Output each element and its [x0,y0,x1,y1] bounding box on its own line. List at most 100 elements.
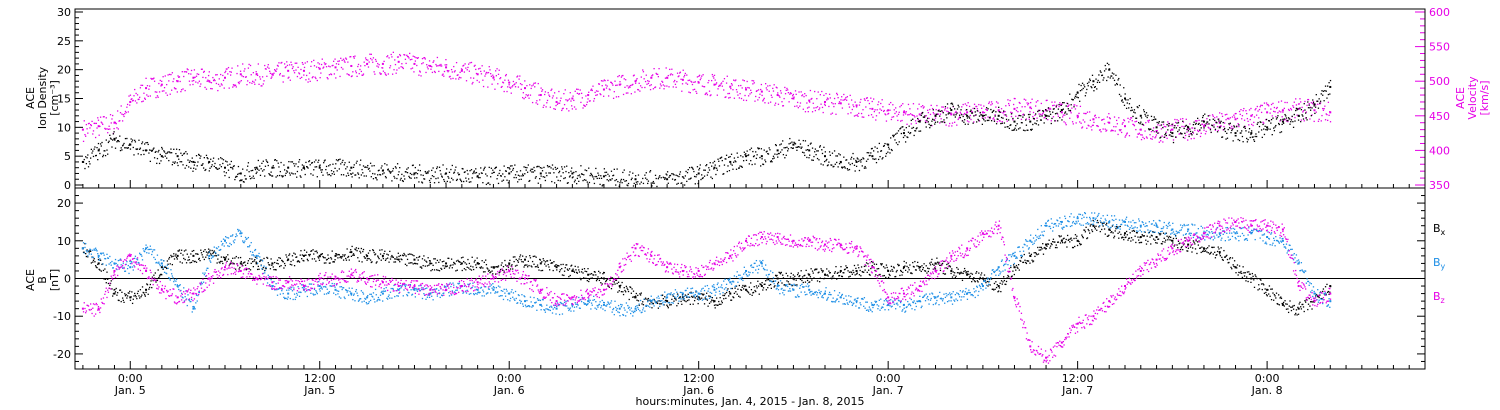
density-sample [765,151,768,153]
density-sample [899,128,901,130]
velocity-sample [408,57,410,59]
bx-sample [202,256,204,258]
density-sample [1039,119,1042,121]
density-sample [585,169,588,172]
density-sample [915,128,917,130]
velocity-sample [1262,121,1264,123]
density-sample [1044,114,1046,116]
velocity-sample [706,92,708,94]
velocity-sample [428,60,431,62]
density-sample [129,148,132,150]
bx-sample [636,299,638,301]
velocity-sample [1162,141,1164,143]
velocity-sample [195,81,197,83]
density-sample [96,146,98,149]
bx-sample [106,271,108,273]
density-sample [951,103,954,105]
density-point [824,155,826,158]
bx-sample [413,255,415,257]
density-sample [1244,127,1246,130]
velocity-sample [623,78,625,80]
bx-sample [649,303,651,305]
velocity-sample [929,108,931,111]
bx-sample [94,265,97,267]
density-sample [657,178,660,180]
density-sample [887,146,890,148]
bx-sample [578,269,580,271]
density-sample [794,143,797,145]
density-sample [433,175,435,178]
density-sample [567,182,569,184]
density-sample [542,176,544,178]
velocity-sample [82,140,85,143]
velocity-sample [1080,122,1082,124]
velocity-sample [1228,124,1231,126]
velocity-sample [83,120,85,122]
velocity-sample [1317,103,1319,105]
density-sample [500,175,502,177]
bx-sample [576,272,579,274]
bx-sample [582,272,584,274]
density-sample [335,163,337,165]
velocity-sample [566,100,569,102]
velocity-sample [459,71,461,73]
bx-sample [159,274,161,276]
velocity-sample [1024,106,1026,108]
velocity-sample [1161,135,1163,137]
velocity-sample [1027,102,1030,105]
density-sample [865,167,867,169]
velocity-sample [785,89,787,91]
density-sample [1214,119,1216,122]
density-sample [1267,128,1269,130]
density-sample [1233,125,1235,127]
density-sample [1231,129,1233,132]
velocity-sample [495,70,497,72]
density-sample [97,158,99,161]
bx-sample [198,258,200,260]
bx-point [413,258,416,261]
velocity-sample [225,68,228,70]
velocity-sample [173,78,175,80]
bx-sample [659,303,661,305]
density-sample [912,126,915,129]
bx-sample [629,286,631,288]
bx-sample [470,265,472,267]
bx-sample [713,304,716,306]
density-sample [966,108,968,111]
bx-sample [655,301,657,303]
density-sample [364,166,366,168]
density-sample [1001,122,1003,124]
density-sample [1243,125,1246,128]
velocity-tick-label: 600 [1429,6,1450,19]
bx-sample [179,261,181,263]
density-sample [233,165,235,167]
density-sample [183,152,186,154]
density-sample [162,156,164,158]
bx-sample [527,260,529,262]
velocity-sample [983,111,986,114]
bx-sample [526,266,529,268]
velocity-sample [139,87,142,89]
density-sample [967,123,969,125]
density-sample [627,184,629,187]
velocity-sample [259,78,262,80]
density-sample [809,154,811,156]
density-sample [539,167,542,169]
density-sample [134,139,136,142]
bx-sample [259,260,261,263]
velocity-point [129,100,132,103]
velocity-sample [1248,124,1250,126]
velocity-sample [329,66,331,68]
velocity-sample [99,125,101,128]
velocity-sample [836,94,839,96]
bx-sample [472,266,474,268]
density-sample [877,151,879,153]
bx-sample [543,259,545,262]
velocity-sample [1047,118,1049,121]
velocity-sample [94,136,97,139]
velocity-sample [1074,104,1076,106]
density-sample [1096,88,1098,90]
bx-sample [765,280,767,282]
bx-sample [769,283,772,286]
density-sample [934,123,936,125]
